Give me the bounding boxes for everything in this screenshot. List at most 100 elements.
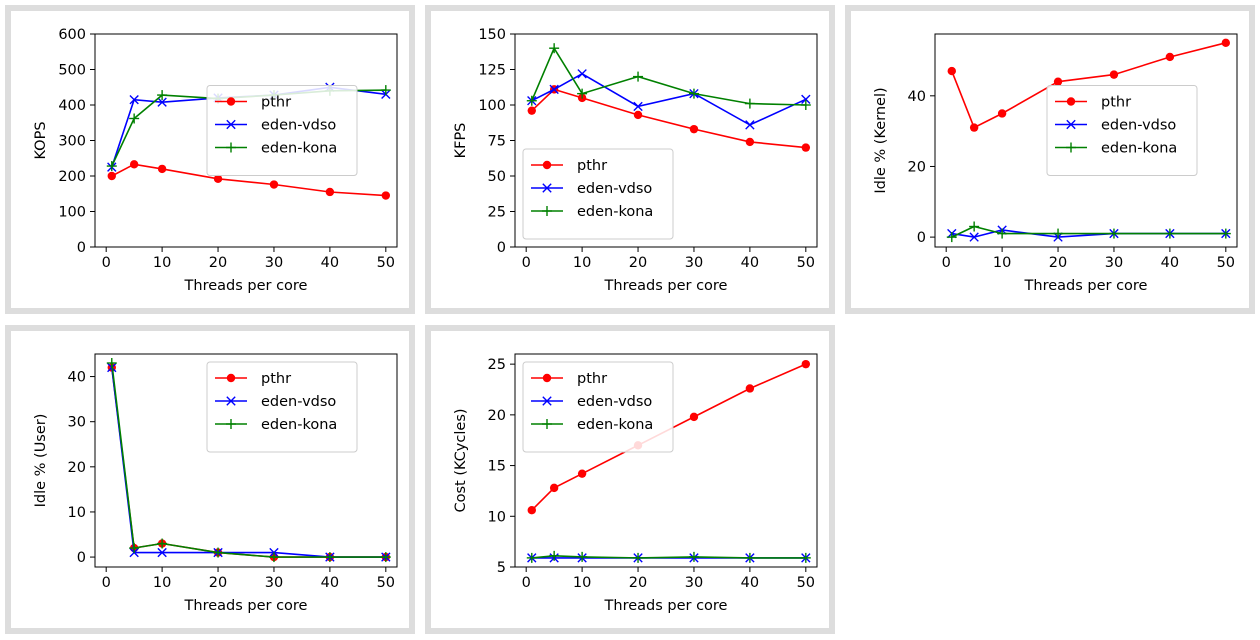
x-tick-label: 0 — [522, 575, 531, 591]
y-tick-label: 15 — [488, 459, 506, 475]
data-point-pthr — [549, 483, 559, 493]
x-tick-label: 10 — [573, 575, 591, 591]
plot-frame — [94, 353, 398, 568]
y-tick-label: 200 — [58, 169, 86, 185]
data-point-pthr — [1053, 77, 1063, 86]
legend-label: eden-vdso — [577, 181, 652, 197]
data-point-eden-kona — [577, 551, 588, 562]
legend-marker-eden-kona — [1066, 142, 1076, 153]
legend-item-eden-vdso: eden-vdso — [215, 118, 336, 134]
y-tick-label: 50 — [488, 169, 506, 185]
y-tick-label: 125 — [478, 63, 506, 79]
data-point-eden-kona — [997, 228, 1008, 239]
legend-marker-pthr — [1066, 97, 1076, 106]
legend-box — [522, 361, 674, 453]
x-tick-label: 10 — [573, 255, 591, 271]
x-tick-label: 30 — [265, 575, 283, 591]
data-point-eden-kona — [1053, 228, 1064, 239]
legend-item-pthr: pthr — [531, 158, 607, 174]
data-point-eden-kona — [800, 552, 811, 563]
legend-label: eden-kona — [577, 204, 653, 220]
legend-label: eden-kona — [261, 417, 337, 433]
legend-box — [1046, 85, 1198, 176]
x-tick-label: 20 — [209, 575, 227, 591]
y-tick-label: 5 — [497, 560, 506, 576]
data-point-eden-kona — [106, 161, 117, 172]
data-point-eden-kona — [157, 90, 168, 101]
y-tick-label: 100 — [478, 98, 506, 114]
legend-item-eden-vdso: eden-vdso — [531, 181, 652, 197]
chart-idle-kernel: 0 10 20 30 40 50 0 20 40 Threads per core Idle % (… — [873, 33, 1238, 294]
y-axis-label: Idle % (Kernel) — [873, 87, 889, 193]
legend-label: eden-vdso — [577, 394, 652, 410]
legend-item-eden-vdso: eden-vdso — [531, 394, 652, 410]
legend-marker-eden-vdso — [226, 396, 236, 406]
x-tick-label: 30 — [265, 255, 283, 271]
y-tick-label: 600 — [58, 27, 86, 43]
legend: pthr eden-vdso eden-kona — [206, 85, 358, 176]
x-tick-label: 30 — [1105, 255, 1123, 271]
series-line-eden-vdso — [531, 72, 807, 126]
data-point-eden-kona — [633, 552, 644, 563]
data-point-eden-kona — [129, 113, 140, 124]
x-tick-label: 0 — [102, 255, 111, 271]
data-point-pthr — [1221, 38, 1231, 48]
legend-marker-eden-kona — [226, 419, 236, 429]
y-axis-label: Idle % (User) — [33, 414, 49, 508]
x-tick-label: 50 — [797, 575, 815, 591]
legend-label: pthr — [577, 371, 607, 387]
data-point-eden-vdso — [633, 101, 643, 112]
x-tick-label: 0 — [522, 255, 531, 271]
legend-label: eden-kona — [1101, 141, 1177, 157]
data-point-pthr — [947, 66, 956, 76]
x-tick-label: 10 — [153, 255, 171, 271]
data-point-eden-vdso — [577, 69, 587, 79]
data-point-eden-kona — [688, 551, 699, 562]
data-point-eden-vdso — [801, 94, 811, 105]
data-point-pthr — [1165, 52, 1175, 62]
data-point-eden-kona — [633, 71, 644, 82]
data-point-pthr — [689, 412, 699, 422]
y-tick-label: 25 — [488, 205, 506, 221]
y-axis-label: Cost (KCycles) — [453, 408, 469, 512]
data-point-eden-kona — [1164, 228, 1175, 239]
series-pthr — [107, 160, 391, 200]
data-point-eden-kona — [324, 552, 335, 563]
chart-cost: 0 10 20 30 40 50 5 10 15 20 25 Threads per core Cost… — [453, 353, 818, 614]
series-eden-kona — [946, 221, 1231, 243]
plot-frame — [514, 353, 818, 568]
x-tick-label: 10 — [993, 255, 1011, 271]
data-point-pthr — [213, 174, 223, 184]
data-point-eden-kona — [1220, 228, 1231, 239]
data-point-eden-kona — [800, 100, 811, 110]
chart-panel-idle-user: 0 10 20 30 40 50 0 10 20 30 40 Threads per core Idle… — [5, 325, 415, 634]
legend-item-eden-kona: eden-kona — [531, 417, 653, 433]
x-axis-label: Threads per core — [604, 278, 728, 294]
legend-marker-eden-kona — [226, 142, 236, 153]
data-point-pthr — [107, 171, 116, 181]
data-point-eden-vdso — [549, 84, 559, 95]
y-tick-label: 100 — [58, 205, 86, 221]
legend-box — [206, 85, 358, 176]
series-eden-kona — [526, 550, 811, 563]
legend-item-eden-vdso: eden-vdso — [215, 394, 336, 410]
data-point-eden-vdso — [157, 547, 167, 558]
data-point-pthr — [801, 359, 811, 369]
x-tick-label: 40 — [1161, 255, 1179, 271]
y-tick-label: 400 — [58, 98, 86, 114]
series-pthr — [527, 85, 811, 152]
series-eden-kona — [526, 43, 811, 110]
y-tick-label: 75 — [488, 134, 506, 150]
legend: pthr eden-vdso eden-kona — [522, 361, 674, 453]
x-tick-label: 50 — [377, 575, 395, 591]
data-point-eden-kona — [213, 547, 224, 558]
data-point-eden-kona — [744, 552, 755, 563]
legend-label: eden-kona — [577, 417, 653, 433]
legend-marker-pthr — [226, 373, 236, 383]
x-axis-label: Threads per core — [1024, 278, 1148, 294]
data-point-pthr — [633, 110, 643, 120]
chart-idle-user: 0 10 20 30 40 50 0 10 20 30 40 Threads per core Idle… — [33, 353, 398, 614]
legend-label: pthr — [261, 371, 291, 387]
y-tick-label: 10 — [488, 509, 506, 525]
